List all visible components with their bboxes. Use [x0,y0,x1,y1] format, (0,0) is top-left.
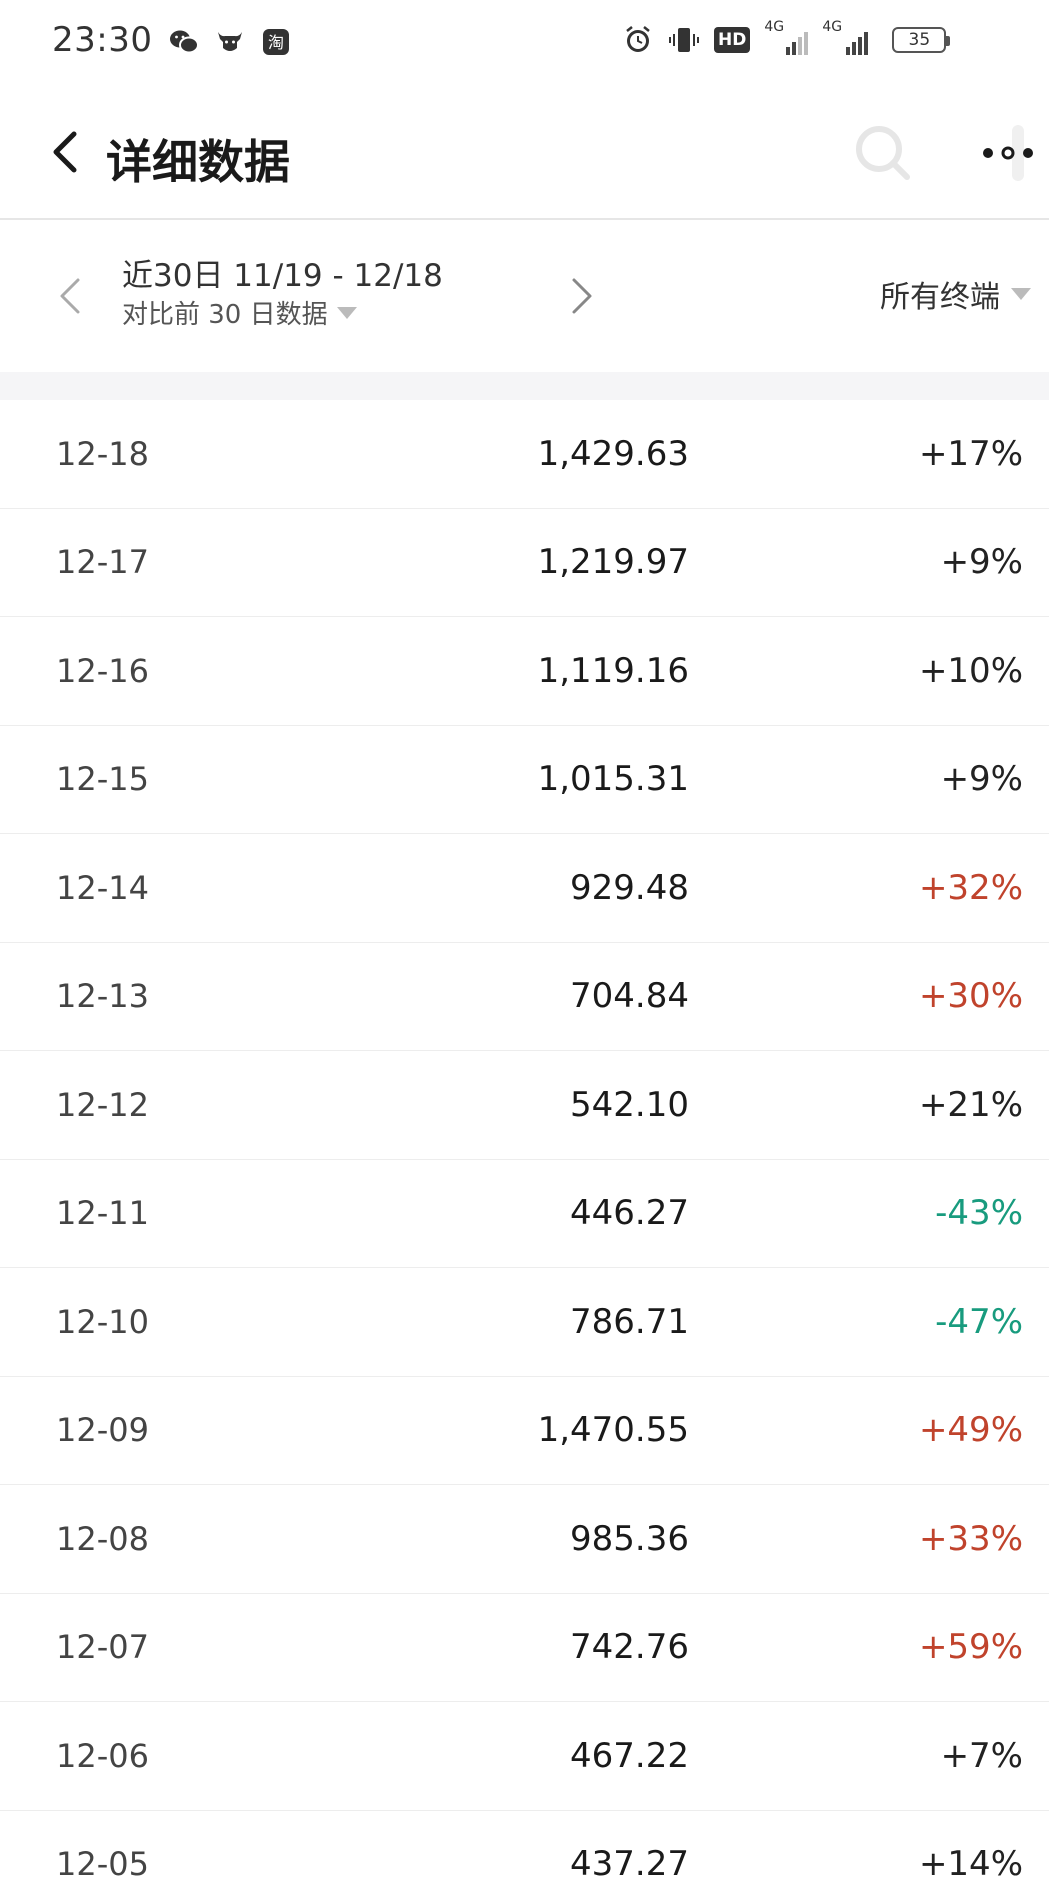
row-change: +33% [918,1518,1023,1559]
vibrate-icon [668,24,700,56]
table-row[interactable]: 12-14 929.48 +32% [0,834,1049,943]
row-date: 12-14 [56,868,149,907]
row-change: +21% [918,1084,1023,1125]
row-value: 1,219.97 [537,542,689,583]
table-row[interactable]: 12-09 1,470.55 +49% [0,1377,1049,1485]
row-value: 704.84 [570,976,689,1017]
row-date: 12-09 [56,1411,149,1450]
hd-badge: HD [714,27,751,53]
battery-level: 35 [908,30,931,50]
back-button[interactable] [40,124,90,180]
cow-app-icon [214,26,246,58]
terminal-label: 所有终端 [880,280,1000,315]
page-title: 详细数据 [106,135,290,189]
row-value: 1,015.31 [537,759,689,800]
wechat-icon [168,26,200,58]
compare-selector[interactable]: 对比前 30 日数据 [122,294,358,331]
row-value: 985.36 [570,1518,689,1559]
status-time: 23:30 [52,20,153,60]
row-change: +14% [918,1844,1023,1881]
row-change: +17% [918,433,1023,474]
data-table: 12-18 1,429.63 +17% 12-17 1,219.97 +9% 12-16 1,… [0,400,1049,1881]
more-dots-icon [983,125,1033,181]
table-row[interactable]: 12-05 437.27 +14% [0,1811,1049,1881]
row-date: 12-06 [56,1736,149,1775]
row-change: +59% [918,1627,1023,1668]
table-row[interactable]: 12-15 1,015.31 +9% [0,726,1049,834]
status-right-icons: HD 4G 4G 35 [622,19,951,56]
table-row[interactable]: 12-16 1,119.16 +10% [0,617,1049,726]
row-value: 929.48 [570,867,689,908]
row-value: 542.10 [570,1084,689,1125]
alarm-icon [622,24,654,56]
row-change: +9% [940,759,1023,800]
signal-icon-2: 4G [822,19,878,55]
row-value: 1,119.16 [537,650,689,691]
row-date: 12-16 [56,651,149,690]
row-value: 786.71 [570,1301,689,1342]
row-value: 1,470.55 [537,1410,689,1451]
svg-text:淘: 淘 [268,33,284,52]
table-row[interactable]: 12-12 542.10 +21% [0,1051,1049,1160]
chevron-left-icon [53,131,77,173]
section-divider [0,372,1049,400]
search-icon [856,126,910,180]
compare-label: 对比前 30 日数据 [122,300,328,330]
table-row[interactable]: 12-08 985.36 +33% [0,1485,1049,1594]
row-value: 437.27 [570,1844,689,1881]
battery-icon: 35 [892,27,951,53]
notification-icons: 淘 [168,26,292,58]
row-change: +32% [918,867,1023,908]
table-row[interactable]: 12-18 1,429.63 +17% [0,400,1049,509]
search-button[interactable] [850,120,916,186]
row-date: 12-11 [56,1194,149,1233]
table-row[interactable]: 12-10 786.71 -47% [0,1268,1049,1377]
more-button[interactable] [978,120,1038,186]
row-change: +7% [940,1735,1023,1776]
row-date: 12-12 [56,1085,149,1124]
caret-down-icon [1011,288,1031,300]
row-value: 1,429.63 [537,433,689,474]
status-bar: 23:30 淘 HD 4G [0,0,1049,84]
previous-period-button[interactable] [52,266,88,326]
table-row[interactable]: 12-17 1,219.97 +9% [0,509,1049,617]
row-date: 12-07 [56,1628,149,1667]
date-filter-bar: 近30日 11/19 - 12/18 对比前 30 日数据 所有终端 [0,222,1049,372]
table-row[interactable]: 12-06 467.22 +7% [0,1702,1049,1811]
table-row[interactable]: 12-07 742.76 +59% [0,1594,1049,1702]
next-period-button[interactable] [564,266,600,326]
chevron-left-icon [60,278,80,314]
row-date: 12-05 [56,1845,149,1881]
row-change: -43% [935,1193,1023,1234]
row-change: +9% [940,542,1023,583]
row-value: 467.22 [570,1735,689,1776]
table-row[interactable]: 12-11 446.27 -43% [0,1160,1049,1268]
row-change: +30% [918,976,1023,1017]
row-date: 12-18 [56,434,149,473]
row-date: 12-08 [56,1519,149,1558]
navigation-header: 详细数据 [0,84,1049,220]
row-value: 446.27 [570,1193,689,1234]
caret-down-icon [336,306,357,319]
row-date: 12-13 [56,977,149,1016]
row-date: 12-17 [56,543,149,582]
taobao-icon: 淘 [260,26,292,58]
chevron-right-icon [572,278,592,314]
row-change: +10% [918,650,1023,691]
row-change: -47% [935,1301,1023,1342]
row-date: 12-15 [56,760,149,799]
table-row[interactable]: 12-13 704.84 +30% [0,943,1049,1051]
signal-icon-1: 4G [764,19,809,55]
terminal-selector[interactable]: 所有终端 [880,272,1032,316]
date-range-label[interactable]: 近30日 11/19 - 12/18 [122,258,443,294]
row-date: 12-10 [56,1302,149,1341]
row-value: 742.76 [570,1627,689,1668]
row-change: +49% [918,1410,1023,1451]
